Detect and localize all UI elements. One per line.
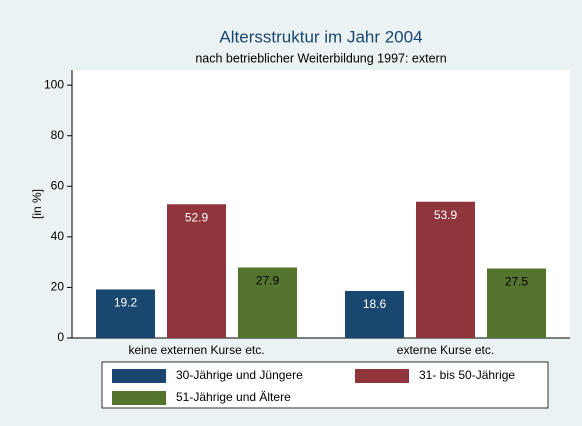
- value-label: 52.9: [185, 210, 209, 224]
- value-label: 27.5: [505, 275, 529, 289]
- chart-subtitle: nach betrieblicher Weiterbildung 1997: e…: [195, 51, 446, 65]
- value-label: 53.9: [434, 208, 458, 222]
- y-tick-label: 40: [51, 229, 65, 243]
- value-label: 27.9: [256, 274, 280, 288]
- y-axis-title: [in %]: [30, 189, 44, 219]
- y-tick-label: 60: [51, 178, 65, 192]
- chart-title: Altersstruktur im Jahr 2004: [219, 27, 422, 46]
- value-label: 19.2: [114, 296, 138, 310]
- x-tick-label: keine externen Kurse etc.: [128, 343, 264, 357]
- y-tick-label: 80: [51, 128, 65, 142]
- y-tick-label: 20: [51, 280, 65, 294]
- bar: [487, 268, 546, 338]
- legend-swatch: [112, 391, 166, 405]
- bar: [167, 204, 226, 338]
- bar: [96, 289, 155, 338]
- legend-label: 30-Jährige und Jüngere: [176, 368, 303, 382]
- legend-label: 31- bis 50-Jährige: [419, 368, 515, 382]
- y-tick-label: 0: [57, 330, 64, 344]
- bar: [345, 290, 404, 338]
- legend: [101, 361, 549, 409]
- y-tick-label: 100: [44, 77, 64, 91]
- x-tick-label: externe Kurse etc.: [397, 343, 494, 357]
- value-label: 18.6: [363, 297, 387, 311]
- legend-swatch: [355, 369, 409, 383]
- bar: [416, 201, 475, 338]
- legend-label: 51-Jährige und Ältere: [176, 390, 291, 404]
- legend-swatch: [112, 369, 166, 383]
- bar: [238, 267, 297, 338]
